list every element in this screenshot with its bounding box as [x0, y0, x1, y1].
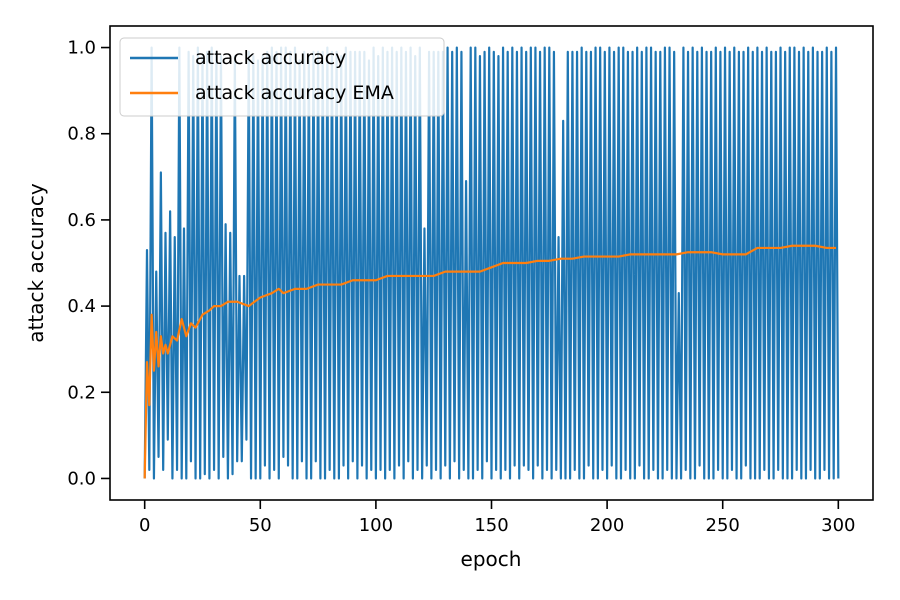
- x-tick-label: 100: [359, 515, 393, 536]
- legend: attack accuracy attack accuracy EMA: [119, 37, 445, 117]
- y-axis: 0.0 0.2 0.4 0.6 0.8 1.0: [67, 38, 110, 489]
- x-tick-label: 250: [706, 515, 740, 536]
- legend-label-attack-accuracy: attack accuracy: [195, 47, 346, 69]
- y-axis-label: attack accuracy: [24, 183, 48, 343]
- y-tick-label: 0.2: [67, 382, 96, 403]
- series-line-attack-accuracy-ema: [143, 244, 837, 479]
- y-tick-label: 0.6: [67, 210, 96, 231]
- series-line-attack-accuracy: [143, 46, 840, 480]
- x-tick-label: 300: [821, 515, 855, 536]
- y-tick-label: 1.0: [67, 38, 96, 59]
- x-tick-label: 200: [590, 515, 624, 536]
- x-tick-label: 0: [139, 515, 150, 536]
- y-tick-label: 0.4: [67, 296, 96, 317]
- x-tick-label: 150: [474, 515, 508, 536]
- x-tick-label: 50: [249, 515, 272, 536]
- legend-box: [119, 37, 445, 117]
- plot-area: [143, 46, 840, 480]
- y-tick-label: 0.8: [67, 124, 96, 145]
- legend-label-attack-accuracy-ema: attack accuracy EMA: [195, 82, 394, 104]
- y-tick-label: 0.0: [67, 468, 96, 489]
- x-axis-label: epoch: [461, 547, 522, 571]
- x-axis: 0 50 100 150 200 250 300: [139, 500, 855, 536]
